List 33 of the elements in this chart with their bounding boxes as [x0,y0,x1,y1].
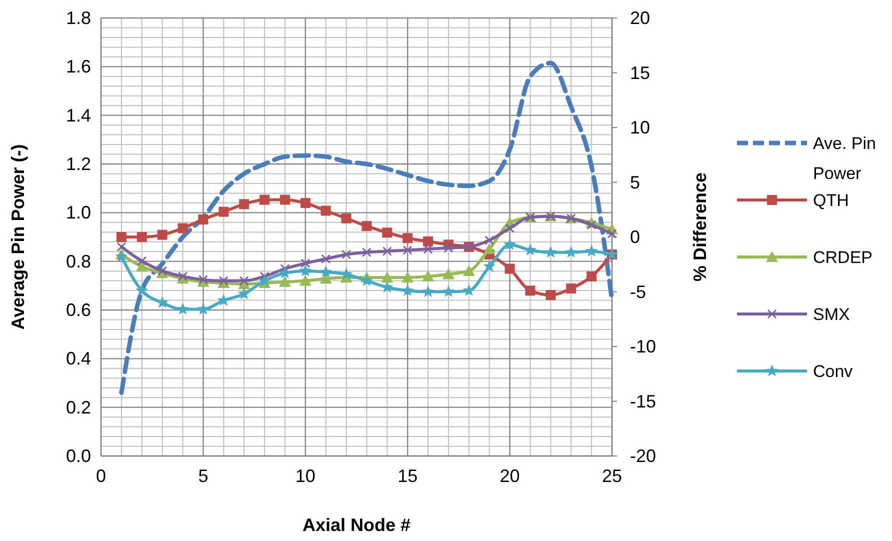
y-tick-label: 0.0 [66,446,91,466]
x-tick-label: 5 [198,466,208,486]
y-tick-label: 0.4 [66,348,91,369]
legend-label: Ave. Pin Power [813,134,876,183]
y-tick-label: 0.2 [66,397,91,418]
legend-label: QTH [813,191,849,210]
x-tick-label: 10 [295,466,316,486]
x-tick-label: 15 [398,466,418,486]
y2-tick-label: 10 [630,118,650,138]
y2-tick-label: 20 [630,8,650,28]
x-axis-title: Axial Node # [302,515,411,535]
x-tick-label: 20 [500,466,520,486]
y2-axis-title: % Difference [690,172,710,282]
y-axis-title: Average Pin Power (-) [8,144,28,330]
legend-label: Conv [813,362,854,381]
y2-tick-label: -5 [630,282,646,302]
legend-label: CRDEP [813,248,873,267]
y2-tick-label: 0 [630,227,640,247]
y-tick-label: 1.2 [66,154,91,174]
y2-tick-label: -10 [630,336,656,356]
y-tick-label: 1.4 [66,105,91,126]
y-tick-label: 1.0 [66,202,91,223]
y-tick-label: 1.6 [66,56,91,77]
y2-tick-label: 5 [630,172,640,192]
y-tick-label: 0.8 [66,251,91,272]
legend-label: SMX [813,305,850,324]
y2-tick-label: 15 [630,62,650,83]
y2-tick-label: -15 [630,391,656,412]
y-tick-label: 1.8 [66,8,91,28]
y-tick-label: 0.6 [66,300,91,320]
x-tick-label: 0 [96,466,106,486]
x-tick-label: 25 [602,466,622,486]
y2-tick-label: -20 [630,446,656,466]
